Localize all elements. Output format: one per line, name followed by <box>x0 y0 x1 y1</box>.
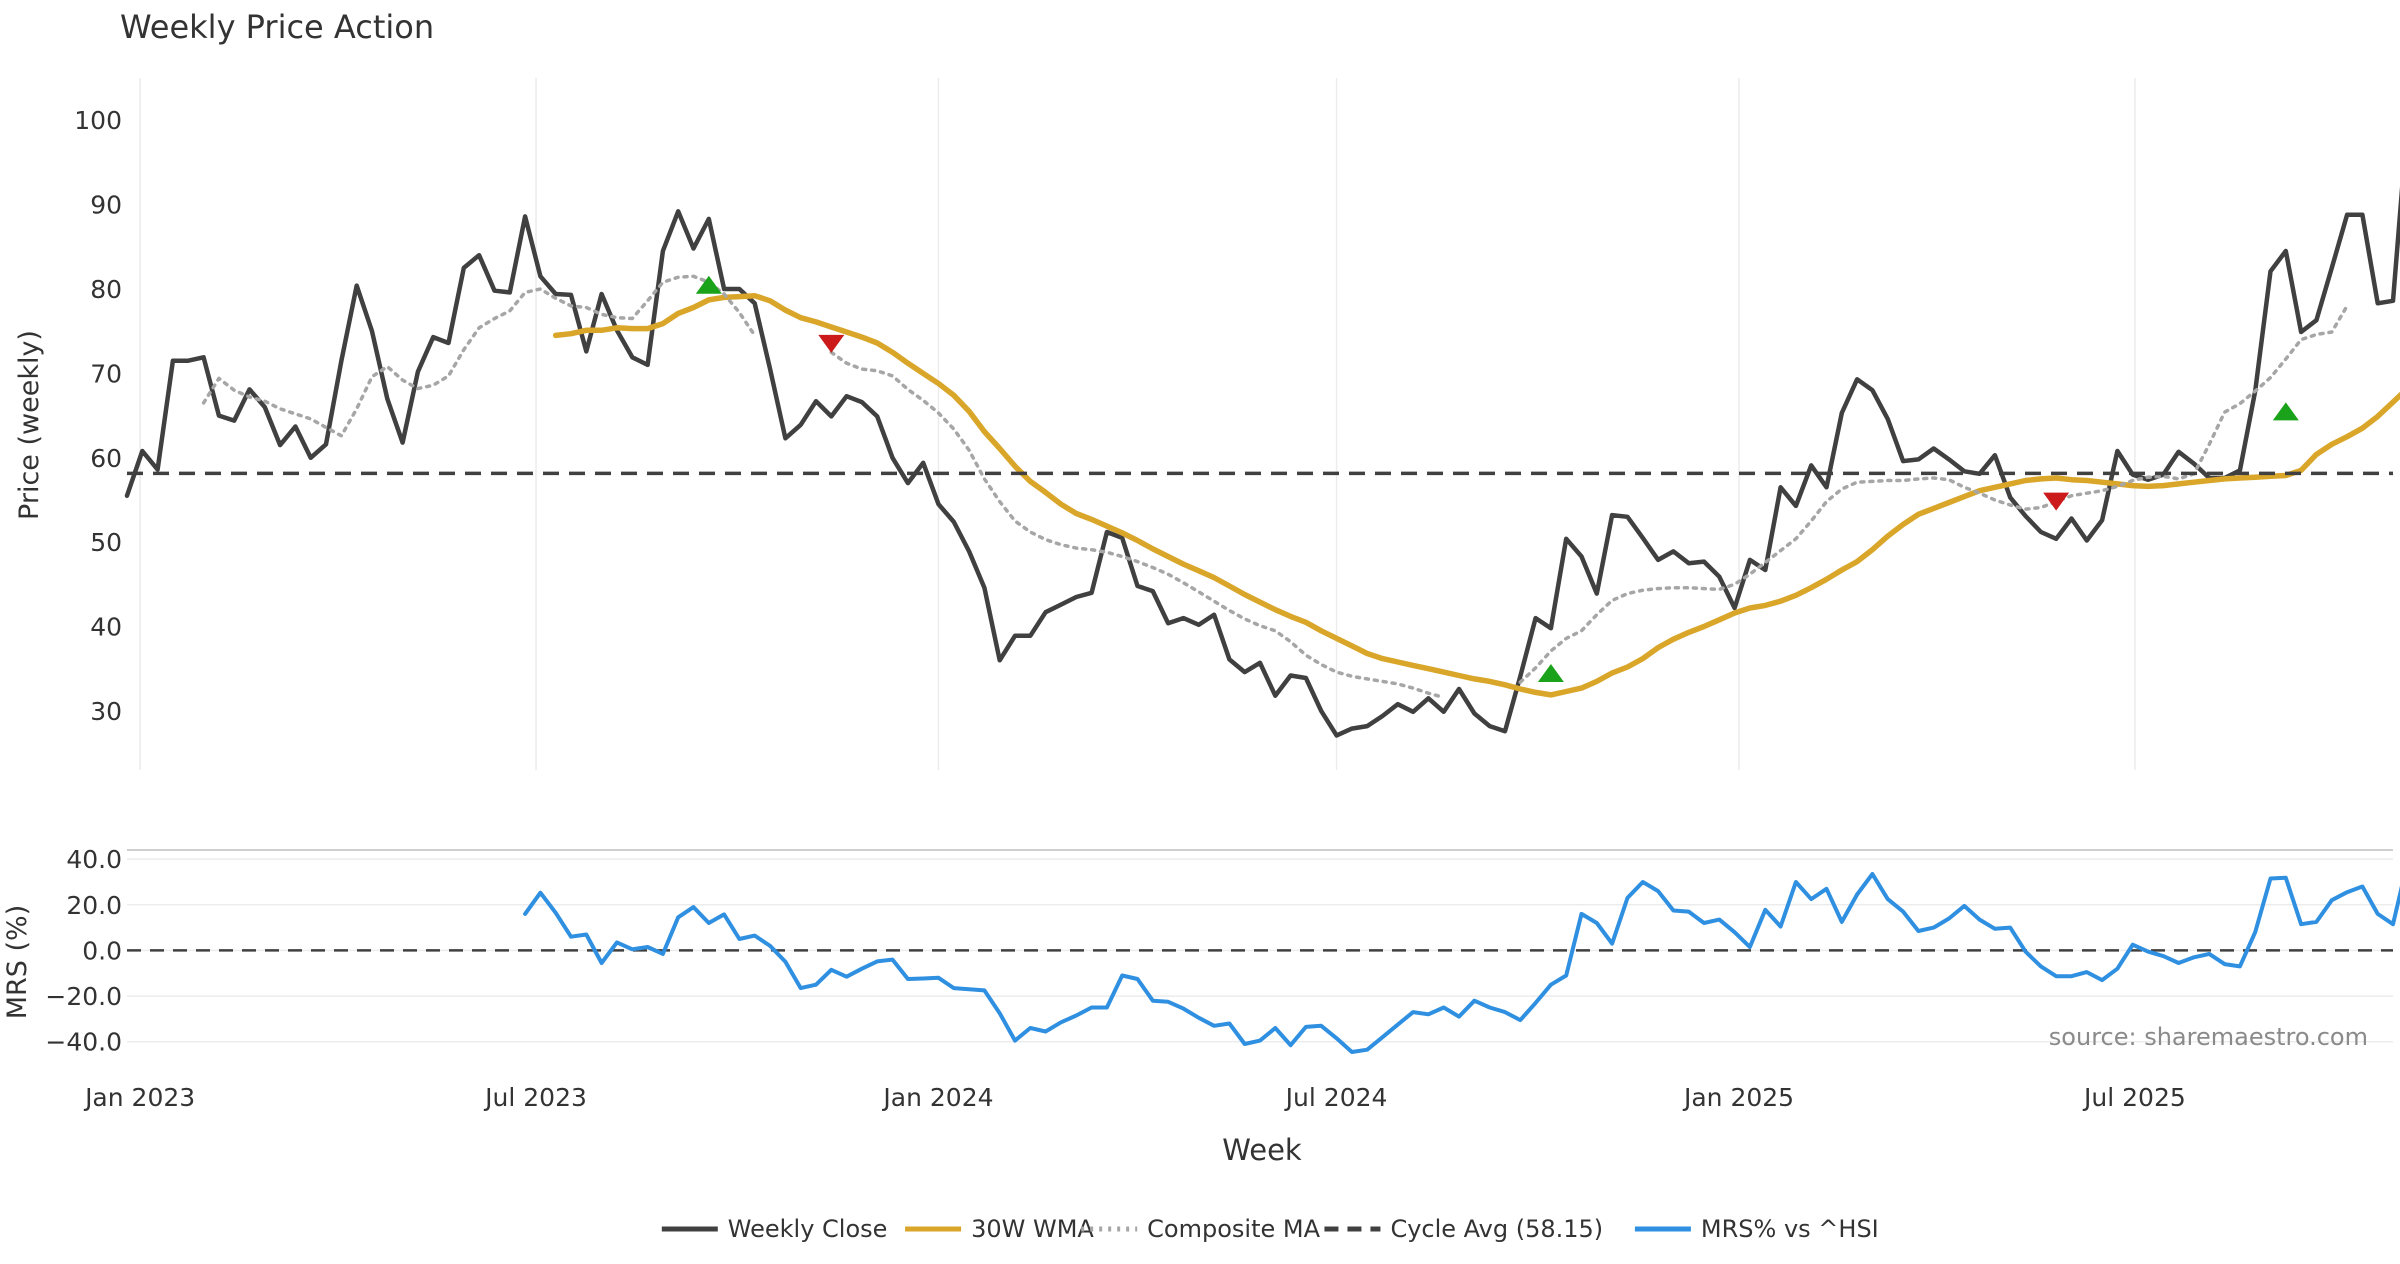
price-y-tick-label: 30 <box>90 697 122 726</box>
price-y-tick-label: 40 <box>90 613 122 642</box>
mrs-y-tick-label: 20.0 <box>66 891 122 920</box>
x-tick-label: Jul 2023 <box>483 1083 587 1112</box>
x-tick-label: Jul 2025 <box>2082 1083 2186 1112</box>
price-y-axis-label: Price (weekly) <box>14 330 45 520</box>
source-note: source: sharemaestro.com <box>2049 1023 2368 1051</box>
legend-label: Weekly Close <box>728 1215 888 1243</box>
legend-label: Cycle Avg (58.15) <box>1390 1215 1603 1243</box>
buy-signal-marker <box>1537 663 1564 682</box>
x-tick-label: Jan 2025 <box>1682 1083 1794 1112</box>
mrs-y-axis: −40.0 −20.0 0.0 20.0 40.0 <box>45 845 122 1057</box>
x-tick-label: Jan 2023 <box>83 1083 195 1112</box>
mrs-y-axis-label: MRS (%) <box>2 905 33 1020</box>
mrs-grid <box>127 849 2393 1043</box>
mrs-y-tick-label: −40.0 <box>45 1028 122 1057</box>
composite-ma-line <box>201 274 757 438</box>
price-y-tick-label: 60 <box>90 444 122 473</box>
legend-item: Weekly Close <box>661 1215 888 1243</box>
price-y-tick-label: 50 <box>90 528 122 557</box>
chart-title: Weekly Price Action <box>120 8 434 46</box>
buy-signal-marker <box>2272 402 2299 421</box>
legend-label: MRS% vs ^HSI <box>1701 1215 1879 1243</box>
x-axis: Jan 2023 Jul 2023 Jan 2024 Jul 2024 Jan 2025… <box>83 1083 2186 1112</box>
composite-ma-line <box>1518 304 2349 684</box>
mrs-line <box>523 872 2400 1054</box>
x-axis-label: Week <box>1222 1133 1302 1167</box>
legend-item: Composite MA <box>1081 1215 1321 1243</box>
price-grid <box>139 78 2136 770</box>
signal-markers <box>695 275 2299 682</box>
mrs-y-tick-label: 0.0 <box>82 936 122 965</box>
sell-signal-marker <box>818 334 845 353</box>
legend-label: 30W WMA <box>971 1215 1094 1243</box>
mrs-y-tick-label: −20.0 <box>45 982 122 1011</box>
price-y-axis: 30 40 50 60 70 80 90 100 <box>74 106 122 726</box>
price-y-tick-label: 70 <box>90 359 122 388</box>
x-tick-label: Jul 2024 <box>1284 1083 1388 1112</box>
price-y-tick-label: 100 <box>74 106 122 135</box>
mrs-plot-area <box>127 872 2400 1054</box>
price-plot-area <box>124 186 2400 738</box>
buy-signal-marker <box>695 275 722 294</box>
legend: Weekly Close 30W WMA Composite MA Cycle Avg… <box>661 1215 1879 1243</box>
legend-label: Composite MA <box>1147 1215 1320 1243</box>
x-tick-label: Jan 2024 <box>881 1083 993 1112</box>
price-y-tick-label: 90 <box>90 191 122 220</box>
mrs-y-tick-label: 40.0 <box>66 845 122 874</box>
legend-item: 30W WMA <box>905 1215 1094 1243</box>
weekly-close-line <box>124 186 2400 738</box>
composite-ma-line <box>829 350 1446 700</box>
30w-wma-line <box>552 292 2400 698</box>
sell-signal-marker <box>2043 492 2070 511</box>
legend-item: MRS% vs ^HSI <box>1634 1215 1879 1243</box>
legend-item: Cycle Avg (58.15) <box>1324 1215 1603 1243</box>
price-y-tick-label: 80 <box>90 275 122 304</box>
